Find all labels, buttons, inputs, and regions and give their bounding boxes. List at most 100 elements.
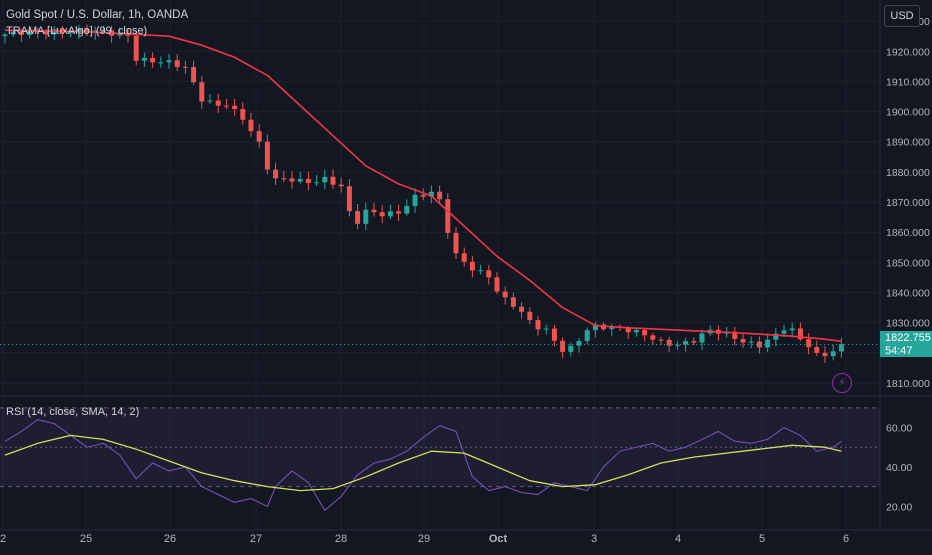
rsi-line xyxy=(4,419,842,511)
candle-body xyxy=(560,340,566,352)
x-tick-label: 28 xyxy=(335,533,347,545)
candle-body xyxy=(806,339,812,348)
candle-body xyxy=(2,34,8,37)
currency-button[interactable]: USD xyxy=(884,5,920,27)
candle-body xyxy=(732,331,738,339)
candle-body xyxy=(363,209,369,224)
candle-body xyxy=(338,184,344,187)
candle-body xyxy=(838,344,844,352)
last-price-tag: 1822.755 54:47 xyxy=(880,331,932,357)
candle-body xyxy=(199,82,205,102)
candle-body xyxy=(822,352,828,357)
candle-body xyxy=(551,328,557,341)
candle-body xyxy=(420,194,426,197)
y-tick-label: 1810.000 xyxy=(886,378,930,390)
candle-body xyxy=(609,326,615,330)
candle-body xyxy=(633,330,639,333)
candle-body xyxy=(330,176,336,185)
candle-body xyxy=(674,344,680,346)
y-tick-label: 1860.000 xyxy=(886,227,930,239)
candle-body xyxy=(773,333,779,340)
candle-body xyxy=(182,66,188,68)
candle-body xyxy=(445,199,451,233)
y-tick-label: 1870.000 xyxy=(886,197,930,209)
candle-body xyxy=(27,30,33,35)
bar-countdown: 54:47 xyxy=(885,344,913,357)
candle-body xyxy=(346,186,352,212)
candle-body xyxy=(84,28,90,33)
axes: 22526272829Oct34561930.0001920.0001910.0… xyxy=(0,16,930,545)
y-tick-label: 1910.000 xyxy=(886,76,930,88)
trama-legend[interactable]: TRAMA [LuxAlgo] (99, close) xyxy=(6,25,148,37)
x-tick-label: 5 xyxy=(759,533,765,545)
candle-body xyxy=(379,212,385,217)
candle-body xyxy=(387,211,393,217)
candle-body xyxy=(18,31,24,35)
candle-body xyxy=(396,211,402,214)
candle-body xyxy=(297,178,303,182)
rsi-y-tick-label: 20.00 xyxy=(886,501,912,513)
rsi-ma-line xyxy=(4,434,842,492)
candle-body xyxy=(494,277,500,292)
candle-body xyxy=(814,347,820,353)
rsi-y-tick-label: 60.00 xyxy=(886,423,912,435)
x-tick-label: 2 xyxy=(0,533,6,545)
candle-body xyxy=(256,131,262,142)
x-tick-label: 25 xyxy=(80,533,92,545)
candle-body xyxy=(535,320,541,330)
candle-body xyxy=(68,32,74,34)
candle-body xyxy=(273,169,279,179)
lightning-alert-icon[interactable]: ⚡ xyxy=(832,373,852,393)
candle-body xyxy=(453,232,459,254)
candle-body xyxy=(223,105,229,107)
candle-body xyxy=(248,119,254,132)
candle-body xyxy=(281,178,287,180)
candle-body xyxy=(428,191,434,197)
candle-body xyxy=(437,191,443,200)
last-price-value: 1822.755 xyxy=(885,332,931,344)
candle-body xyxy=(650,335,656,340)
candle-body xyxy=(748,341,754,343)
candle-body xyxy=(691,341,697,343)
x-tick-label: 29 xyxy=(418,533,430,545)
indicator-lines xyxy=(0,29,880,511)
candle-body xyxy=(76,28,82,33)
candle-body xyxy=(133,35,139,61)
candle-body xyxy=(371,209,377,213)
candle-body xyxy=(215,100,221,106)
candle-body xyxy=(166,60,172,63)
candle-body xyxy=(683,341,689,345)
y-tick-label: 1890.000 xyxy=(886,137,930,149)
candle-body xyxy=(658,339,664,341)
candle-body xyxy=(789,328,795,331)
symbol-legend[interactable]: Gold Spot / U.S. Dollar, 1h, OANDA xyxy=(6,9,189,21)
rsi-band xyxy=(0,407,880,488)
candle-body xyxy=(592,324,598,331)
candle-body xyxy=(568,345,574,352)
candle-body xyxy=(43,31,49,35)
candle-body xyxy=(404,205,410,214)
candle-body xyxy=(207,100,213,102)
candle-body xyxy=(797,328,803,340)
candle-body xyxy=(264,141,270,170)
candle-body xyxy=(461,253,467,262)
candle-body xyxy=(469,261,475,271)
x-tick-label: 6 xyxy=(843,533,849,545)
candle-body xyxy=(486,270,492,278)
y-tick-label: 1900.000 xyxy=(886,107,930,119)
y-tick-label: 1920.000 xyxy=(886,46,930,58)
candle-body xyxy=(510,297,516,307)
candle-body xyxy=(355,211,361,224)
candle-body xyxy=(765,339,771,348)
candle-body xyxy=(100,30,106,32)
candles xyxy=(2,24,844,363)
candle-body xyxy=(519,306,525,312)
y-tick-label: 1840.000 xyxy=(886,287,930,299)
y-tick-label: 1850.000 xyxy=(886,257,930,269)
candle-body xyxy=(584,330,590,341)
candle-body xyxy=(642,330,648,336)
rsi-y-tick-label: 40.00 xyxy=(886,462,912,474)
rsi-legend[interactable]: RSI (14, close, SMA, 14, 2) xyxy=(6,406,140,418)
